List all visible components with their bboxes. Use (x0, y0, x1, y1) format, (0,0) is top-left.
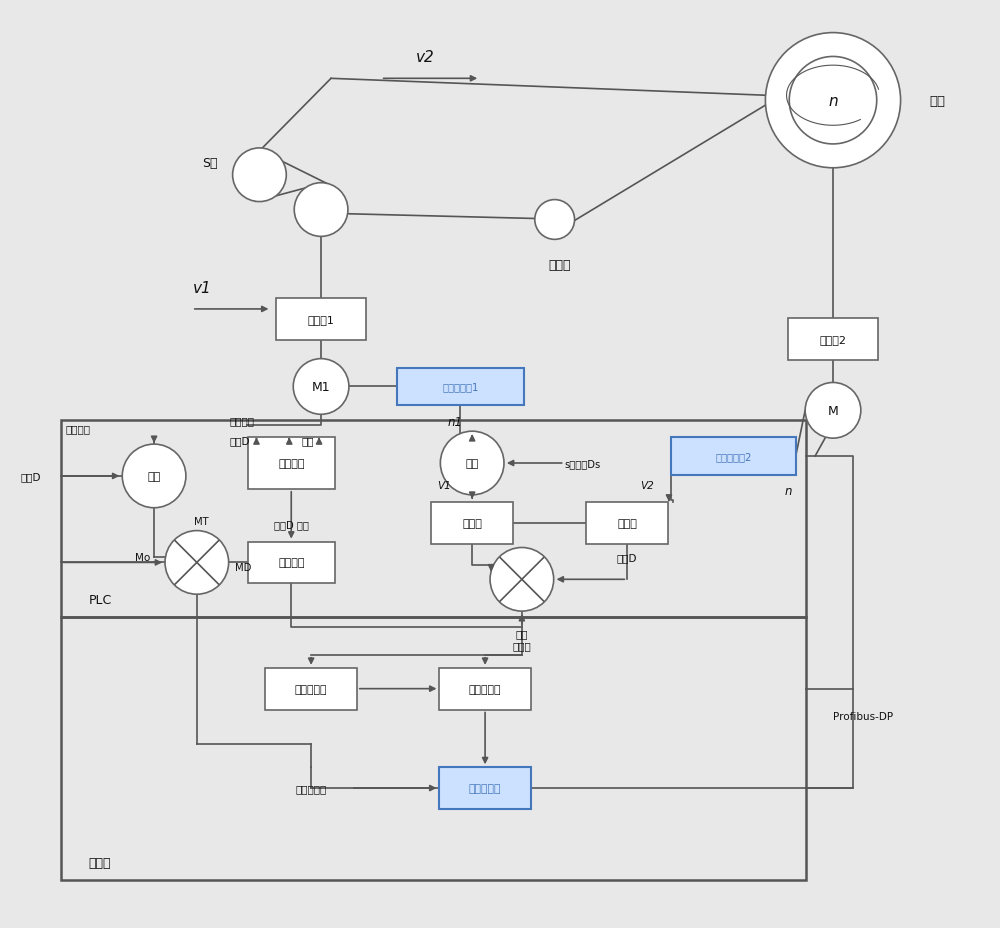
Bar (61, 420, 806, 617)
Text: 除法器: 除法器 (617, 518, 637, 528)
Circle shape (293, 359, 349, 415)
Circle shape (765, 33, 901, 169)
Circle shape (440, 432, 504, 496)
Text: 运算: 运算 (147, 471, 161, 482)
Text: 比例调节器: 比例调节器 (295, 684, 327, 694)
Text: V2: V2 (640, 481, 654, 490)
Text: MT: MT (194, 516, 209, 526)
Text: v1: v1 (192, 280, 211, 295)
Text: PLC: PLC (88, 593, 112, 606)
Circle shape (122, 445, 186, 509)
Text: 变频器: 变频器 (88, 857, 111, 870)
Text: 力矩补偿: 力矩补偿 (278, 458, 305, 469)
Text: n: n (828, 94, 838, 109)
Circle shape (490, 548, 554, 612)
Text: s辊直径Ds: s辊直径Ds (565, 458, 601, 469)
Text: Mo: Mo (135, 553, 150, 562)
Text: 卷径D: 卷径D (230, 435, 250, 445)
Bar (671, 438, 796, 475)
Bar (276, 299, 366, 341)
Text: 张力设定: 张力设定 (65, 424, 90, 433)
Text: v2: v2 (416, 50, 435, 65)
Circle shape (233, 148, 286, 202)
Bar (61, 617, 806, 881)
Text: 脉冲编码器2: 脉冲编码器2 (715, 452, 752, 461)
Text: 脉冲编码器1: 脉冲编码器1 (442, 382, 478, 392)
Bar (397, 368, 524, 406)
Text: 速度调节器: 速度调节器 (469, 684, 501, 694)
Bar (431, 502, 513, 544)
Circle shape (789, 58, 877, 145)
Text: 宽度: 宽度 (301, 435, 314, 445)
Text: 电流调节器: 电流调节器 (469, 783, 501, 793)
Circle shape (805, 383, 861, 439)
Text: n1: n1 (448, 416, 463, 429)
Text: 卷径D: 卷径D (617, 553, 637, 562)
Bar (788, 318, 878, 360)
Text: 运算: 运算 (466, 458, 479, 469)
Bar (265, 668, 357, 710)
Text: Profibus-DP: Profibus-DP (833, 712, 893, 722)
Bar (439, 668, 531, 710)
Bar (439, 767, 531, 809)
Text: 力矩极限值: 力矩极限值 (296, 783, 327, 793)
Text: M: M (828, 405, 838, 418)
Bar (248, 438, 335, 489)
Text: 卷径D: 卷径D (21, 471, 41, 482)
Text: n: n (785, 484, 792, 497)
Text: 减速器1: 减速器1 (308, 315, 335, 325)
Text: 动态惯量: 动态惯量 (278, 558, 305, 568)
Circle shape (294, 184, 348, 238)
Text: 导向辊: 导向辊 (548, 258, 571, 271)
Bar (586, 502, 668, 544)
Text: V1: V1 (437, 481, 451, 490)
Text: 减速器2: 减速器2 (819, 334, 846, 344)
Bar (248, 542, 335, 584)
Text: 实际速度: 实际速度 (230, 416, 255, 426)
Text: M1: M1 (312, 380, 330, 393)
Circle shape (165, 531, 229, 595)
Text: 除法器: 除法器 (462, 518, 482, 528)
Text: 转速
给定值: 转速 给定值 (512, 628, 531, 650)
Text: 卷径D 带宽: 卷径D 带宽 (274, 520, 309, 530)
Circle shape (535, 200, 575, 240)
Text: S辊: S辊 (202, 157, 217, 170)
Text: 卷筒: 卷筒 (929, 95, 945, 108)
Text: MD: MD (235, 562, 251, 573)
